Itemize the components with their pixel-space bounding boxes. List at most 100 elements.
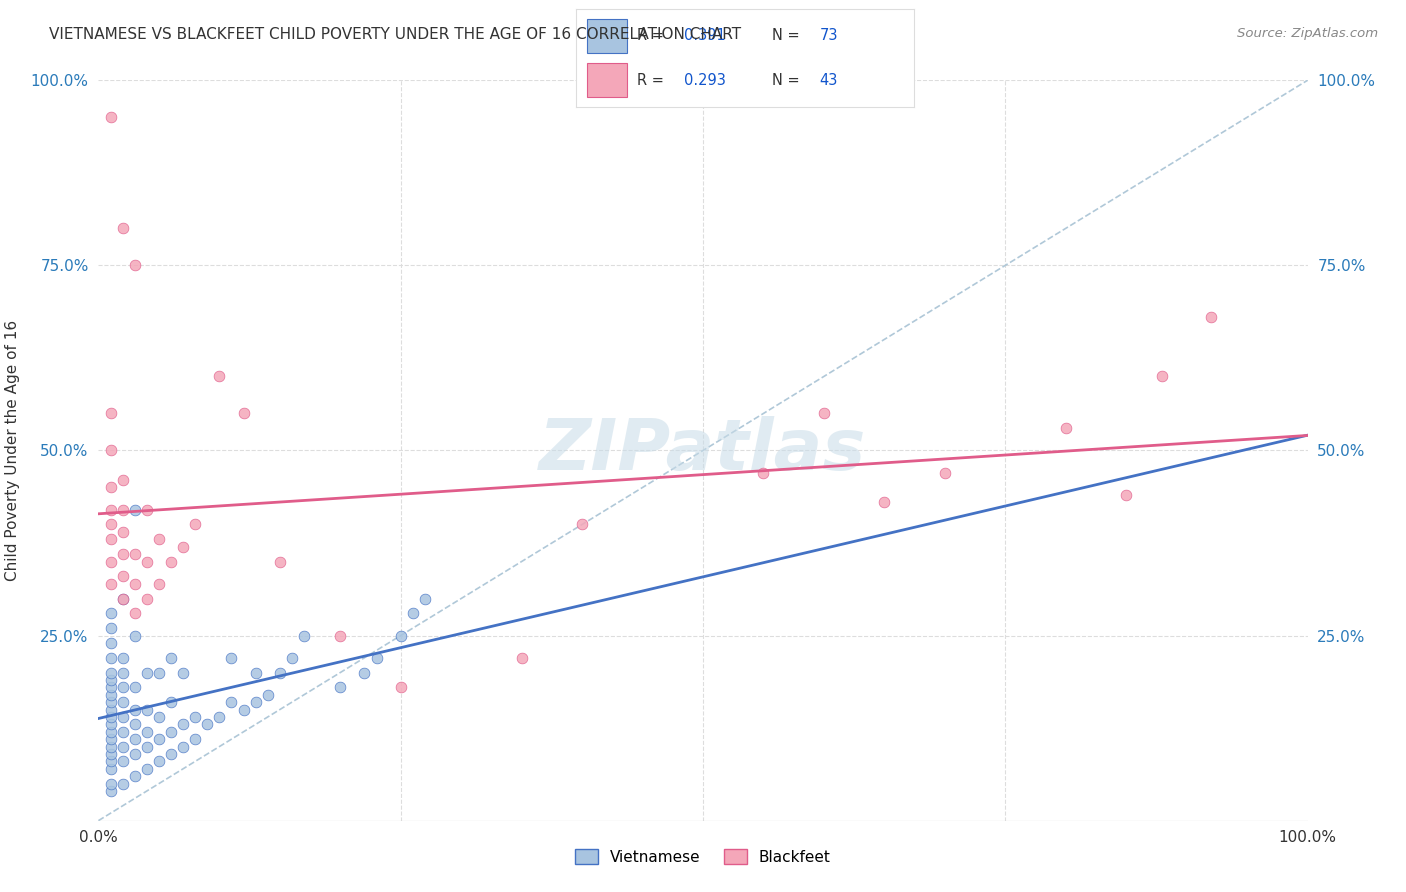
Point [100, 710, 122, 724]
Point [389, 628, 412, 642]
Point [184, 710, 207, 724]
Point [124, 576, 146, 591]
Point [100, 776, 122, 791]
Point [111, 724, 134, 739]
Point [208, 710, 231, 724]
Point [100, 533, 122, 547]
Text: 0.293: 0.293 [685, 73, 727, 88]
Point [100, 555, 122, 569]
Point [148, 755, 170, 769]
Point [413, 591, 436, 606]
Point [135, 591, 157, 606]
FancyBboxPatch shape [586, 62, 627, 97]
Point [124, 502, 146, 516]
Point [184, 517, 207, 532]
Point [124, 259, 146, 273]
Text: N =: N = [772, 28, 804, 43]
Point [124, 547, 146, 561]
Point [100, 480, 122, 494]
Point [172, 665, 194, 680]
Point [873, 495, 896, 509]
Point [111, 650, 134, 665]
Point [100, 747, 122, 761]
Point [148, 576, 170, 591]
Point [124, 628, 146, 642]
Point [752, 466, 775, 480]
Text: ZIPatlas: ZIPatlas [540, 416, 866, 485]
Point [100, 762, 122, 776]
Text: N =: N = [772, 73, 804, 88]
Point [184, 732, 207, 747]
Point [100, 407, 122, 421]
Point [232, 703, 254, 717]
Point [111, 739, 134, 754]
Point [111, 569, 134, 583]
Point [100, 665, 122, 680]
Point [100, 621, 122, 635]
Point [160, 724, 183, 739]
Point [124, 747, 146, 761]
Point [111, 547, 134, 561]
Point [281, 650, 304, 665]
Point [135, 703, 157, 717]
Point [148, 665, 170, 680]
Point [135, 739, 157, 754]
Point [195, 717, 218, 731]
Point [100, 688, 122, 702]
Text: 73: 73 [820, 28, 838, 43]
Y-axis label: Child Poverty Under the Age of 16: Child Poverty Under the Age of 16 [4, 320, 20, 581]
Point [934, 466, 956, 480]
Point [100, 732, 122, 747]
Point [100, 784, 122, 798]
Point [100, 739, 122, 754]
Text: R =: R = [637, 73, 669, 88]
Point [111, 665, 134, 680]
Point [329, 681, 352, 695]
Point [100, 607, 122, 621]
Point [111, 473, 134, 487]
Point [245, 665, 267, 680]
Point [100, 502, 122, 516]
Point [124, 732, 146, 747]
Point [111, 502, 134, 516]
Point [232, 407, 254, 421]
Legend: Vietnamese, Blackfeet: Vietnamese, Blackfeet [568, 841, 838, 872]
Point [148, 732, 170, 747]
Point [1115, 488, 1137, 502]
Point [160, 747, 183, 761]
Point [111, 221, 134, 235]
Point [135, 665, 157, 680]
Point [221, 650, 243, 665]
Point [100, 576, 122, 591]
Point [111, 695, 134, 709]
Point [148, 533, 170, 547]
Point [135, 555, 157, 569]
Point [111, 524, 134, 539]
Point [269, 665, 291, 680]
Point [111, 591, 134, 606]
Point [100, 443, 122, 458]
Text: VIETNAMESE VS BLACKFEET CHILD POVERTY UNDER THE AGE OF 16 CORRELATION CHART: VIETNAMESE VS BLACKFEET CHILD POVERTY UN… [49, 27, 741, 42]
Point [366, 650, 388, 665]
Point [148, 710, 170, 724]
Point [111, 591, 134, 606]
Point [160, 695, 183, 709]
Point [135, 502, 157, 516]
Point [1199, 310, 1222, 325]
Point [172, 739, 194, 754]
Point [269, 555, 291, 569]
Point [124, 769, 146, 783]
Point [100, 724, 122, 739]
Point [100, 111, 122, 125]
Point [172, 540, 194, 554]
Point [135, 724, 157, 739]
Point [100, 695, 122, 709]
Point [245, 695, 267, 709]
Point [124, 703, 146, 717]
Point [100, 717, 122, 731]
Point [100, 681, 122, 695]
Point [389, 681, 412, 695]
Point [1054, 421, 1077, 435]
Text: 43: 43 [820, 73, 838, 88]
Text: 0.391: 0.391 [685, 28, 725, 43]
